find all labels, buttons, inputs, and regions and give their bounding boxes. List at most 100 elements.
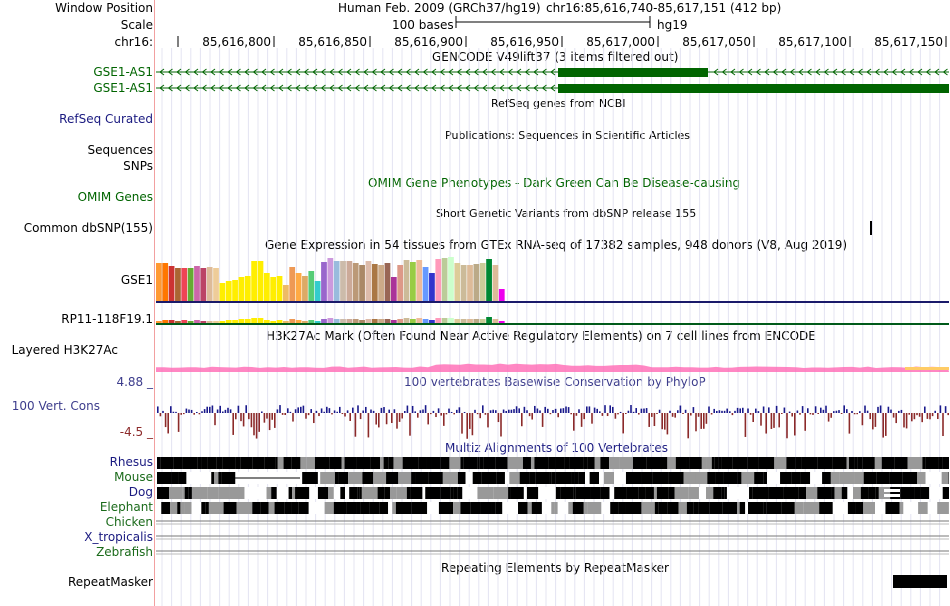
- multiz-alignment-block: [941, 472, 949, 484]
- phylop-bar: [716, 410, 718, 413]
- phylop-bar: [885, 413, 887, 436]
- gtex-bar-rp11: [321, 319, 327, 323]
- multiz-alignment-block: [222, 457, 236, 469]
- h3k27ac-track-label[interactable]: Layered H3K27Ac: [11, 343, 118, 357]
- phylop-bar: [916, 413, 918, 416]
- multiz-alignment-block: [257, 457, 265, 469]
- omim-track-label[interactable]: OMIM Genes: [77, 190, 153, 204]
- multiz-species-label[interactable]: Dog: [128, 485, 153, 499]
- multiz-alignment-block: [555, 457, 565, 469]
- multiz-alignment-block: [460, 457, 464, 469]
- phylop-bar: [630, 405, 632, 413]
- gtex-gene-label-gse1[interactable]: GSE1: [120, 273, 153, 287]
- phylop-bar: [775, 405, 778, 413]
- strand-arrow: [524, 68, 530, 76]
- phylop-bar: [216, 409, 219, 413]
- multiz-alignment-block: [925, 472, 939, 484]
- phylop-bar: [313, 413, 315, 424]
- omim-track-title[interactable]: OMIM Gene Phenotypes - Dark Green Can Be…: [368, 176, 741, 190]
- phylop-bar: [718, 410, 721, 413]
- multiz-species-label[interactable]: Elephant: [99, 500, 153, 514]
- dbsnp-track-title[interactable]: Short Genetic Variants from dbSNP releas…: [436, 207, 697, 220]
- multiz-species-label[interactable]: X_tropicalis: [84, 530, 153, 544]
- multiz-alignment-block: [907, 457, 923, 469]
- strand-arrow: [482, 84, 488, 92]
- phylop-bar: [674, 413, 676, 418]
- multiz-alignment-block: [899, 502, 904, 514]
- gtex-gene-label-rp11[interactable]: RP11-118F19.1: [61, 312, 153, 326]
- phylop-bar: [614, 413, 617, 419]
- phylop-bar: [484, 413, 487, 415]
- strand-arrow: [354, 68, 360, 76]
- multiz-alignment-block: [674, 487, 689, 499]
- phylop-bar: [653, 413, 656, 427]
- multiz-alignment-block: [942, 487, 949, 499]
- phylop-bar: [224, 409, 227, 413]
- multiz-alignment-block: [440, 457, 450, 469]
- phylop-bar: [357, 405, 359, 413]
- multiz-track-title[interactable]: Multiz Alignments of 100 Vertebrates: [445, 441, 669, 455]
- gtex-bar-gse1: [187, 268, 194, 301]
- repeatmasker-track-label[interactable]: RepeatMasker: [67, 575, 153, 589]
- phylop-bar: [167, 413, 169, 434]
- multiz-alignment-block: [618, 502, 626, 514]
- gtex-bar-gse1: [276, 276, 283, 301]
- multiz-alignment-block: [632, 457, 647, 469]
- multiz-alignment-block: [360, 502, 370, 514]
- phylop-track-label[interactable]: 100 Vert. Cons: [11, 399, 100, 413]
- multiz-alignment-block: [157, 487, 170, 499]
- phylop-bar: [562, 408, 565, 413]
- multiz-alignment-block: [800, 472, 811, 484]
- publications-label-line1[interactable]: Sequences: [87, 143, 153, 157]
- gencode-item-label-2[interactable]: GSE1-AS1: [93, 81, 153, 95]
- multiz-alignment-block: [668, 472, 684, 484]
- strand-arrow: [490, 68, 496, 76]
- multiz-alignment-block: [548, 457, 556, 469]
- phylop-bar: [466, 413, 468, 439]
- multiz-species-label[interactable]: Mouse: [114, 470, 153, 484]
- multiz-species-label[interactable]: Rhesus: [109, 455, 153, 469]
- gencode-item-label-1[interactable]: GSE1-AS1: [93, 65, 153, 79]
- gtex-bar-rp11: [397, 319, 404, 323]
- multiz-alignment-block: [178, 472, 187, 484]
- gtex-bar-rp11: [225, 320, 232, 323]
- phylop-bar: [939, 405, 942, 413]
- publications-track-title[interactable]: Publications: Sequences in Scientific Ar…: [445, 129, 690, 142]
- phylop-bar: [242, 413, 245, 427]
- multiz-alignment-block: [526, 487, 539, 499]
- h3k27ac-track-title[interactable]: H3K27Ac Mark (Often Found Near Active Re…: [266, 329, 816, 343]
- multiz-gap: [884, 494, 900, 497]
- multiz-alignment-block: [853, 487, 861, 499]
- multiz-alignment-block: [922, 457, 926, 469]
- refseq-track-title[interactable]: RefSeq genes from NCBI: [491, 97, 626, 110]
- dbsnp-track-label[interactable]: Common dbSNP(155): [23, 221, 153, 235]
- gtex-bar-rp11: [378, 319, 384, 323]
- publications-label-line2[interactable]: SNPs: [123, 159, 153, 173]
- phylop-bar: [846, 409, 848, 413]
- multiz-alignment-block: [724, 487, 727, 499]
- phylop-bar: [713, 408, 715, 413]
- multiz-alignment-block: [284, 502, 292, 514]
- phylop-bar: [786, 413, 788, 439]
- phylop-bar: [757, 411, 760, 413]
- gtex-bar-rp11: [435, 318, 442, 323]
- phylop-bar: [809, 413, 812, 415]
- phylop-track-title[interactable]: 100 vertebrates Basewise Conservation by…: [404, 375, 706, 389]
- multiz-gap: [884, 489, 900, 492]
- multiz-alignment-block: [609, 487, 615, 499]
- refseq-track-label[interactable]: RefSeq Curated: [59, 112, 153, 126]
- multiz-alignment-block: [180, 502, 185, 514]
- multiz-species-label[interactable]: Zebrafish: [96, 545, 153, 559]
- strand-arrow: [235, 68, 241, 76]
- strand-arrow: [201, 84, 207, 92]
- multiz-alignment-block: [453, 502, 461, 514]
- phylop-bar: [378, 413, 380, 428]
- strand-arrow: [295, 68, 301, 76]
- multiz-alignment-block: [654, 502, 659, 514]
- phylop-bar: [180, 413, 182, 415]
- multiz-species-label[interactable]: Chicken: [105, 515, 153, 529]
- multiz-alignment-block: [876, 472, 890, 484]
- gtex-bar-gse1: [181, 268, 188, 301]
- strand-arrow: [337, 68, 343, 76]
